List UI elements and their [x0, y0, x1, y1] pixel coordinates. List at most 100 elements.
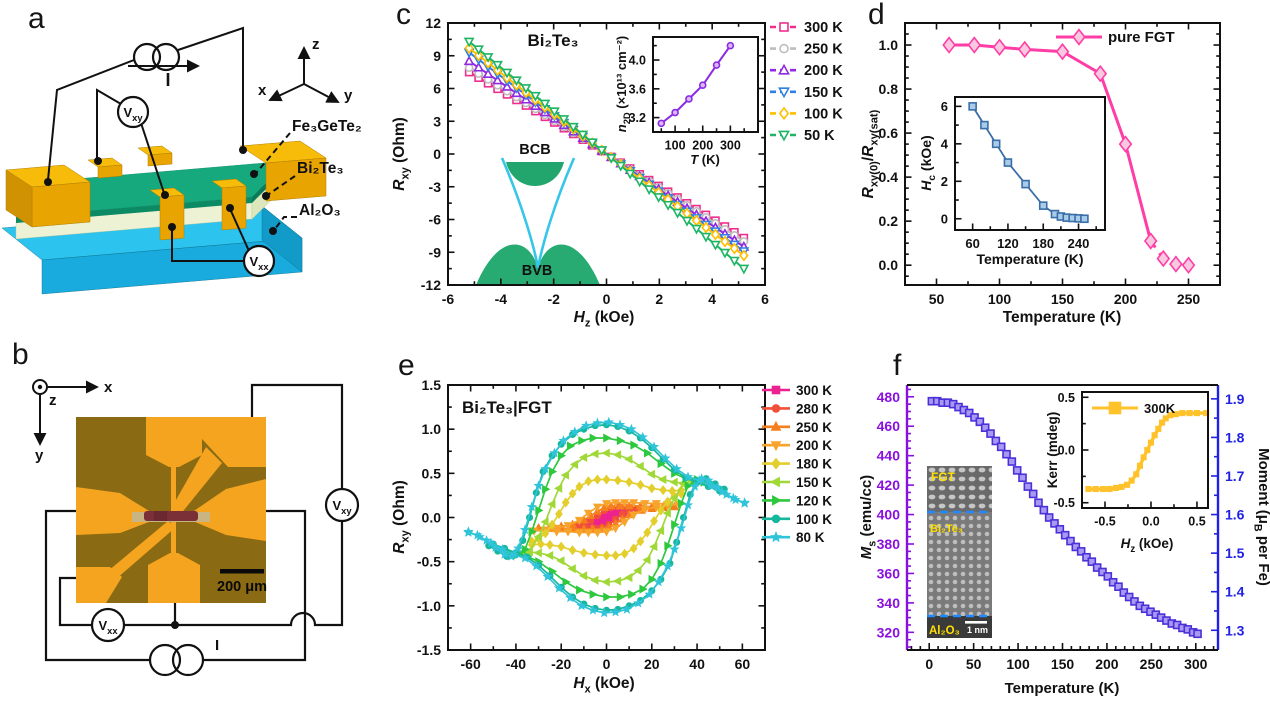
f-kerr-axes: -0.5 0.0 0.5 -0.5 0.0 0.5 Hz (kOe) Kerr (mdeg) [1045, 391, 1209, 555]
svg-text:-9: -9 [429, 244, 442, 260]
svg-text:Hx (kOe): Hx (kOe) [573, 675, 634, 696]
svg-text:0.2: 0.2 [879, 213, 899, 229]
svg-text:-2: -2 [547, 291, 560, 307]
svg-text:Rxy(0)/Rxy(sat): Rxy(0)/Rxy(sat) [860, 109, 881, 198]
svg-text:100 K: 100 K [804, 106, 843, 122]
svg-text:6: 6 [761, 291, 769, 307]
svg-text:Rxy (Ohm): Rxy (Ohm) [391, 480, 412, 554]
f-kerr-series [1085, 410, 1210, 493]
svg-text:120 K: 120 K [796, 493, 832, 508]
svg-text:n2D (×10¹³ cm⁻²): n2D (×10¹³ cm⁻²) [614, 36, 632, 132]
wire-junction-dot [171, 621, 179, 629]
svg-text:Temperature (K): Temperature (K) [1005, 680, 1120, 697]
d-hc-series [968, 102, 1089, 224]
voltmeter-xx-icon-b [90, 607, 126, 643]
panel-d: d 50 100 150 200 250 0.0 0.2 0.4 0.6 0.8 1.0 Temper… [860, 0, 1270, 345]
svg-text:100: 100 [1006, 656, 1030, 672]
svg-text:-4: -4 [495, 291, 508, 307]
e-main-legend: 300 K 280 K 250 K 200 K 180 K 150 K 120 K 100 K… [762, 383, 832, 545]
tem-bi2te3-region [927, 512, 992, 616]
svg-text:0.5: 0.5 [1188, 515, 1205, 529]
svg-text:250 K: 250 K [804, 42, 843, 58]
svg-text:Bi₂Te₃|FGT: Bi₂Te₃|FGT [462, 398, 552, 417]
svg-text:50 K: 50 K [804, 128, 835, 144]
svg-text:0.0: 0.0 [422, 510, 442, 526]
svg-text:Hz (kOe): Hz (kOe) [1121, 536, 1174, 555]
svg-text:2: 2 [655, 291, 663, 307]
e-main-axes: -60 -40 -20 0 20 40 60 -1.5 -1.0 -0.5 0.0 0.5 1.0 1.5… [391, 377, 766, 696]
svg-text:0.5: 0.5 [1058, 391, 1075, 405]
layer-leader-lines [256, 132, 297, 230]
f-main-axes: 0 50 100 150 200 250 300 320 340 360 380 400 420 440 4… [860, 384, 1270, 697]
svg-text:Rxy (Ohm): Rxy (Ohm) [391, 117, 412, 191]
svg-text:180: 180 [1032, 236, 1054, 251]
svg-text:-3: -3 [429, 179, 442, 195]
svg-text:200: 200 [1114, 291, 1138, 307]
voltmeter-xx-label-b: Vxx [98, 618, 118, 636]
svg-text:250 K: 250 K [796, 420, 832, 435]
svg-text:-60: -60 [461, 656, 481, 672]
svg-text:0: 0 [925, 656, 933, 672]
svg-text:150 K: 150 K [796, 475, 832, 490]
voltmeter-xx-label: Vxx [249, 254, 269, 272]
svg-text:320: 320 [877, 624, 901, 640]
tem-label-fgt: FGT [931, 470, 956, 484]
optical-micrograph: 200 μm [76, 417, 267, 603]
svg-text:Ms (emu/cc): Ms (emu/cc) [860, 475, 879, 559]
chart-magnetization-vs-temperature: 0 50 100 150 200 250 300 320 340 360 380 400 420 440 4… [860, 384, 1270, 697]
svg-text:Temperature (K): Temperature (K) [1003, 309, 1122, 326]
svg-text:0: 0 [433, 146, 441, 162]
svg-text:200: 200 [692, 139, 713, 153]
svg-text:400: 400 [877, 507, 901, 523]
d-hc-axes: 60 120 180 240 0 2 4 6 Temperature (K) Hc (kOe) [918, 96, 1106, 267]
panel-a: a [0, 0, 390, 330]
chart-hysteresis-bi2te3-fgt: -60 -40 -20 0 20 40 60 -1.5 -1.0 -0.5 0.0 0.5 1.0 1.5… [391, 377, 832, 696]
svg-text:200 K: 200 K [796, 438, 832, 453]
panel-b-letter: b [12, 338, 29, 371]
panel-e-letter: e [398, 349, 415, 382]
panel-b: b x y z [0, 330, 390, 704]
svg-text:1.7: 1.7 [1225, 468, 1245, 484]
chart-d-hc: 60 120 180 240 0 2 4 6 Temperature (K) Hc (kOe) [918, 96, 1106, 267]
svg-text:Hz (kOe): Hz (kOe) [574, 309, 635, 330]
electrodes [5, 140, 327, 241]
axes-triad [268, 46, 340, 103]
contact-dots [44, 146, 277, 235]
svg-text:-0.5: -0.5 [1053, 496, 1075, 510]
tem-scale-bar [965, 621, 987, 624]
svg-text:1.8: 1.8 [1225, 429, 1245, 445]
svg-text:-0.5: -0.5 [1094, 515, 1116, 529]
bvb-label: BVB [522, 263, 553, 279]
svg-text:100: 100 [665, 139, 686, 153]
c-n2d-axes: 100 200 300 3.2 3.6 4.0 T (K) n2D (×10¹³ cm⁻²) [614, 36, 759, 167]
circuit-wires-b [44, 383, 344, 662]
tem-scale-label: 1 nm [967, 625, 988, 635]
svg-text:1.5: 1.5 [422, 377, 442, 393]
svg-text:460: 460 [877, 418, 901, 434]
svg-text:300 K: 300 K [796, 383, 832, 398]
svg-text:120: 120 [997, 236, 1019, 251]
svg-text:300K: 300K [1144, 401, 1176, 416]
svg-text:0.5: 0.5 [422, 465, 442, 481]
current-label-b: I [215, 637, 219, 654]
c-main-series [463, 37, 750, 275]
current-source-icon [132, 42, 181, 72]
voltmeter-xy-icon-b [324, 487, 360, 523]
svg-text:180 K: 180 K [796, 457, 832, 472]
svg-text:-12: -12 [421, 277, 441, 293]
tem-label-bi2te3: Bi₂Te₃ [930, 523, 963, 535]
axis-y-label-b: y [35, 447, 44, 464]
axis-x-label: x [258, 82, 267, 99]
c-main-axes: -6 -4 -2 0 2 4 6 -12 -9 -6 -3 0 3 6 9 12 Hz (kOe) Rxy (Oh… [391, 15, 769, 330]
svg-text:T (K): T (K) [690, 152, 720, 167]
svg-text:Bi₂Te₃: Bi₂Te₃ [528, 31, 579, 50]
svg-text:200: 200 [1095, 656, 1119, 672]
scale-bar-label: 200 μm [217, 579, 267, 595]
panel-f-letter: f [893, 349, 902, 382]
tem-inset: FGT Bi₂Te₃ Al₂O₃ 1 nm [927, 466, 992, 638]
svg-text:Hc (kOe): Hc (kOe) [918, 135, 938, 190]
svg-text:60: 60 [965, 236, 979, 251]
svg-text:0.0: 0.0 [879, 257, 899, 273]
svg-text:3.6: 3.6 [629, 82, 646, 96]
svg-text:4: 4 [941, 137, 949, 152]
